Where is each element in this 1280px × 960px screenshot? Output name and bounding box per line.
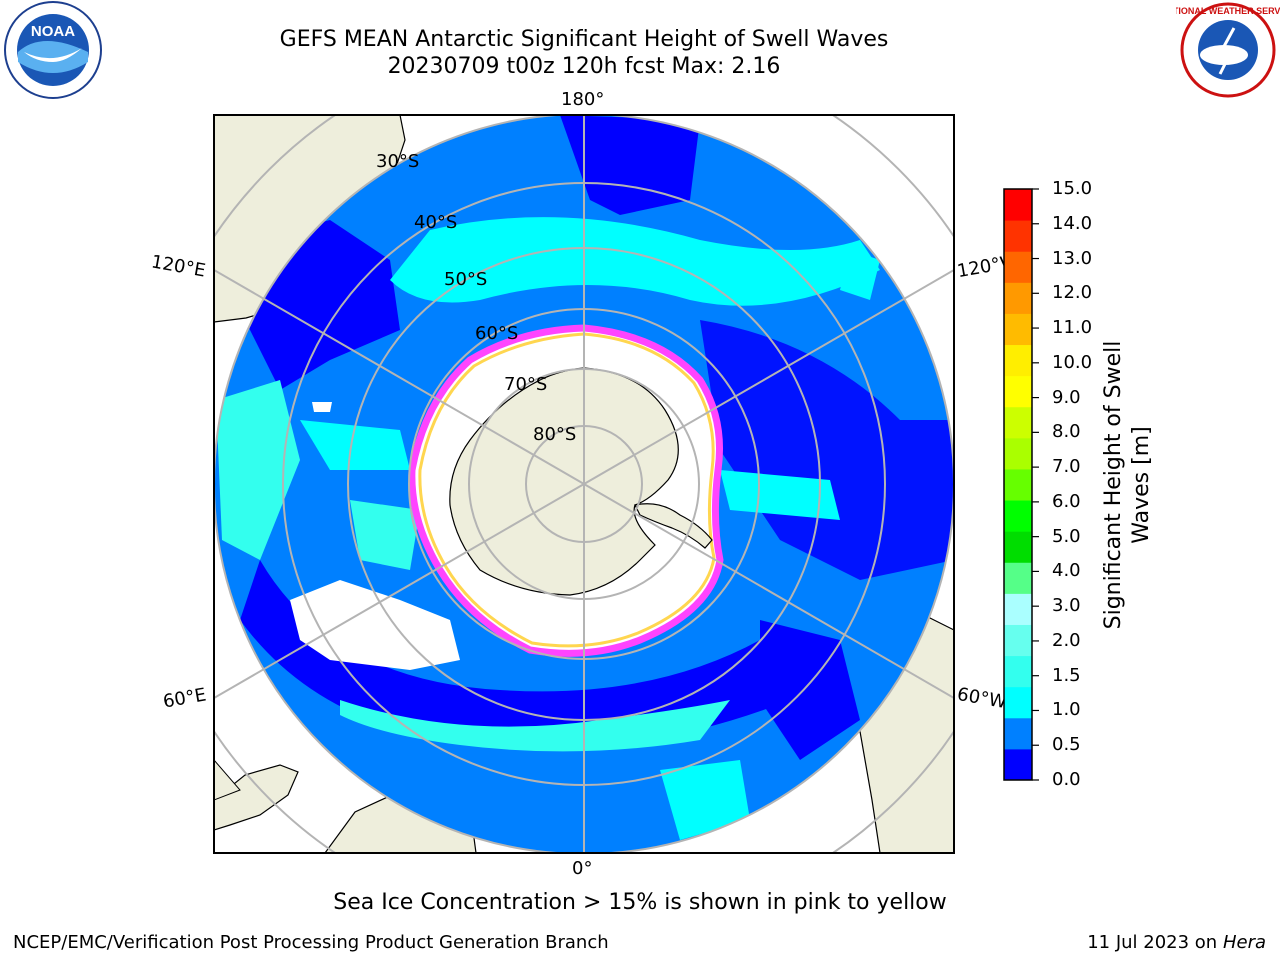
lat-label-40s: 40°S <box>414 212 458 233</box>
colorbar-tick-label: 14.0 <box>1052 212 1093 234</box>
lon-label-180: 180° <box>561 89 605 110</box>
white-patch-west <box>290 580 460 670</box>
colorbar-tick-label: 13.0 <box>1052 247 1093 269</box>
antarctica-land <box>449 367 679 596</box>
colorbar-tick-label: 4.0 <box>1052 560 1081 582</box>
sea-ice-note: Sea Ice Concentration > 15% is shown in … <box>333 890 947 915</box>
swell-low-ring-south <box>240 560 790 748</box>
noaa-logo-text: NOAA <box>31 23 75 40</box>
date-value: 11 Jul 2023 on <box>1087 932 1218 953</box>
swell-mid-ne <box>720 470 840 520</box>
lat-label-80s: 80°S <box>533 424 577 445</box>
colorbar-tick-label: 15.0 <box>1052 178 1093 199</box>
lat-label-70s: 70°S <box>504 374 548 395</box>
chart-subtitle: 20230709 t00z 120h fcst Max: 2.16 <box>387 54 781 79</box>
colorbar-frame <box>1003 188 1033 781</box>
colorbar-label: Significant Height of Swell Waves [m] <box>1101 340 1154 630</box>
date-text: 11 Jul 2023 on Hera <box>1087 932 1266 953</box>
swell-mid-north <box>390 217 880 306</box>
colorbar-segment <box>1004 593 1032 625</box>
colorbar-segment <box>1004 251 1032 283</box>
colorbar-tick-label: 5.0 <box>1052 525 1081 547</box>
colorbar-segment <box>1004 686 1032 719</box>
colorbar-segment <box>1004 562 1032 594</box>
colorbar-segment <box>1004 282 1032 314</box>
antarctic-peninsula-land <box>634 503 713 549</box>
colorbar-segment <box>1004 717 1032 750</box>
lat-label-30s: 30°S <box>376 151 420 172</box>
colorbar-tick-label: 9.0 <box>1052 386 1081 408</box>
swell-mid-se <box>660 760 750 840</box>
colorbar-tick-label: 12.0 <box>1052 282 1093 304</box>
colorbar-tick-label: 10.0 <box>1052 351 1093 373</box>
lat-label-60s: 60°S <box>475 323 519 344</box>
colorbar-tick-label: 6.0 <box>1052 490 1081 512</box>
lat-label-50s: 50°S <box>444 269 488 290</box>
chart-title: GEFS MEAN Antarctic Significant Height o… <box>279 27 889 52</box>
colorbar-tick-label: 7.0 <box>1052 456 1081 478</box>
swell-mid-east-small <box>840 250 880 300</box>
swell-mid-south <box>340 700 730 752</box>
graticule <box>214 115 954 853</box>
colorbar-segment <box>1004 375 1032 408</box>
colorbar-segment <box>1004 437 1032 470</box>
madagascar-land <box>214 764 299 831</box>
south-africa-corner-land <box>214 759 241 801</box>
noaa-logo: NOAA <box>4 1 102 99</box>
colorbar-tick-label: 0.0 <box>1052 769 1081 790</box>
colorbar-segment <box>1004 344 1032 377</box>
swell-mid-west <box>216 380 300 560</box>
swell-mid-sw <box>350 500 420 570</box>
colorbar-tick-label: 0.5 <box>1052 734 1081 756</box>
colorbar-tick-label: 11.0 <box>1052 317 1093 339</box>
swell-mid-nw <box>300 420 410 470</box>
colorbar-segment <box>1004 220 1032 252</box>
colorbar-segment <box>1004 624 1032 657</box>
colorbar-tick-label: 1.0 <box>1052 699 1081 721</box>
swell-low-southeast <box>760 620 860 760</box>
colorbar-segment <box>1004 748 1032 781</box>
colorbar-segment <box>1004 531 1032 563</box>
colorbar-segment <box>1004 189 1032 221</box>
colorbar-segment <box>1004 313 1032 346</box>
colorbar-segment <box>1004 406 1032 439</box>
colorbar-tick-label: 2.0 <box>1052 629 1081 651</box>
credit-text: NCEP/EMC/Verification Post Processing Pr… <box>13 932 609 953</box>
colorbar-tick-label: 3.0 <box>1052 595 1081 617</box>
lon-label-0: 0° <box>572 858 593 879</box>
map-frame <box>213 114 955 854</box>
colorbar-tick-label: 8.0 <box>1052 421 1081 443</box>
colorbar-segment <box>1004 468 1032 501</box>
nws-logo: NATIONAL WEATHER SERVICE <box>1176 2 1280 98</box>
colorbar-tick-label: 1.5 <box>1052 664 1081 686</box>
swell-low-east <box>700 320 954 580</box>
colorbar-segment <box>1004 500 1032 532</box>
colorbar-segment <box>1004 655 1032 688</box>
swell-low-north <box>560 115 700 215</box>
host-name: Hera <box>1222 932 1266 953</box>
nws-logo-text: NATIONAL WEATHER SERVICE <box>1176 6 1280 16</box>
